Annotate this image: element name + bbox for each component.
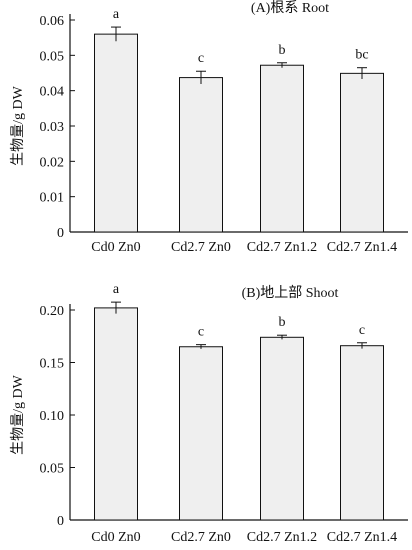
significance-letter: c xyxy=(359,323,365,338)
bar xyxy=(260,64,304,233)
bar xyxy=(179,77,223,233)
bar xyxy=(179,346,223,521)
y-tick-label: 0.03 xyxy=(40,120,65,135)
y-tick-label: 0.06 xyxy=(40,14,65,29)
chart-title: (A)根系 Root xyxy=(251,0,329,16)
x-category-label: Cd2.7 Zn1.4 xyxy=(327,240,397,255)
y-tick-label: 0 xyxy=(57,226,64,241)
y-tick-label: 0.01 xyxy=(40,191,65,206)
y-tick-label: 0.05 xyxy=(40,49,65,64)
significance-letter: b xyxy=(279,315,286,330)
chart-title: (B)地上部 Shoot xyxy=(242,285,339,301)
x-category-label: Cd0 Zn0 xyxy=(91,240,140,255)
significance-letter: a xyxy=(113,282,120,297)
y-axis-label: 生物量/g DW xyxy=(10,85,26,165)
y-tick-label: 0 xyxy=(57,514,64,529)
bar xyxy=(94,307,138,521)
y-tick-label: 0.02 xyxy=(40,155,65,170)
significance-letter: a xyxy=(113,7,120,22)
y-axis-label: 生物量/g DW xyxy=(10,374,26,454)
y-tick-label: 0.10 xyxy=(40,409,65,424)
x-category-label: Cd0 Zn0 xyxy=(91,530,140,545)
significance-letter: c xyxy=(198,51,204,66)
significance-letter: bc xyxy=(355,48,368,63)
y-tick-label: 0.05 xyxy=(40,462,65,477)
x-category-label: Cd2.7 Zn1.2 xyxy=(247,240,317,255)
x-category-label: Cd2.7 Zn1.4 xyxy=(327,530,397,545)
significance-letter: c xyxy=(198,325,204,340)
significance-letter: b xyxy=(279,43,286,58)
y-tick-label: 0.04 xyxy=(40,85,65,100)
y-tick-label: 0.15 xyxy=(40,357,65,372)
bar xyxy=(340,345,384,521)
bar xyxy=(260,336,304,521)
x-category-label: Cd2.7 Zn0 xyxy=(171,530,231,545)
x-category-label: Cd2.7 Zn0 xyxy=(171,240,231,255)
y-tick-label: 0.20 xyxy=(40,304,65,319)
bar xyxy=(340,72,384,233)
x-category-label: Cd2.7 Zn1.2 xyxy=(247,530,317,545)
bar xyxy=(94,33,138,233)
